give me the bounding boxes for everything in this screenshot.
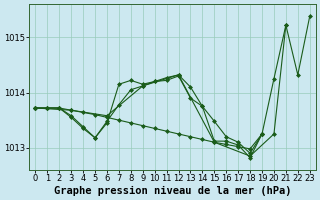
X-axis label: Graphe pression niveau de la mer (hPa): Graphe pression niveau de la mer (hPa) — [54, 186, 291, 196]
